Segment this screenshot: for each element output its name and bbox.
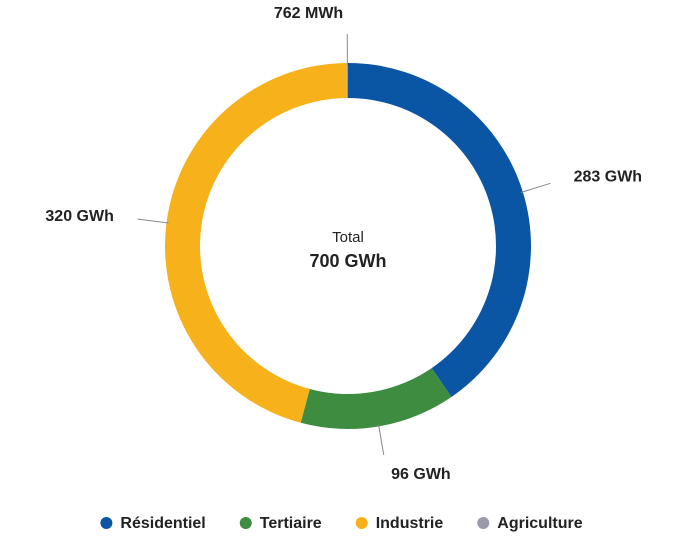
value-label: 96 GWh <box>391 466 451 483</box>
value-label: 283 GWh <box>574 169 642 186</box>
legend-label: Agriculture <box>497 515 582 532</box>
legend-label: Résidentiel <box>120 515 205 532</box>
value-label: 762 MWh <box>274 5 343 22</box>
donut-segment <box>165 63 347 423</box>
legend-marker <box>100 517 113 529</box>
legend-label: Tertiaire <box>260 515 322 532</box>
value-label: 320 GWh <box>45 208 113 225</box>
legend-marker <box>239 517 252 529</box>
donut-segment <box>300 368 452 429</box>
center-label: 700 GWh <box>309 251 386 271</box>
donut-segment <box>348 63 531 397</box>
legend-marker <box>355 517 368 529</box>
center-title: Total <box>332 229 364 246</box>
legend-label: Industrie <box>376 515 444 532</box>
leader-line <box>520 182 551 193</box>
leader-line <box>137 218 169 224</box>
donut-segment <box>346 63 348 99</box>
legend-marker <box>477 517 490 529</box>
leader-line <box>378 424 385 456</box>
